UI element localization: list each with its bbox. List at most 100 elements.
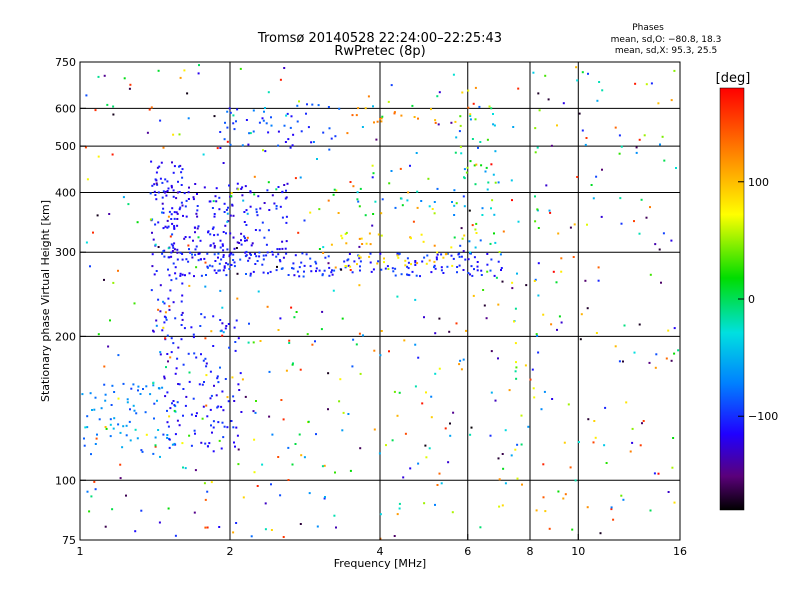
data-point [597, 266, 600, 269]
data-point [529, 378, 532, 381]
data-point [108, 213, 111, 215]
data-point [170, 186, 173, 189]
data-point [520, 414, 523, 417]
data-point [489, 269, 492, 272]
data-point [145, 385, 148, 388]
data-point [188, 371, 191, 374]
data-point [245, 224, 248, 226]
x-tick-label: 2 [227, 545, 234, 558]
data-point [327, 106, 330, 108]
data-point [196, 193, 198, 195]
data-point [500, 269, 502, 271]
data-point [301, 252, 304, 255]
data-point [228, 184, 230, 187]
data-point [311, 103, 314, 106]
data-point [171, 443, 174, 446]
data-point [184, 236, 187, 238]
data-point [486, 253, 489, 255]
data-point [271, 433, 274, 436]
data-point [194, 231, 196, 234]
data-point [256, 485, 259, 487]
data-point [259, 207, 262, 210]
data-point [373, 121, 375, 124]
data-point [230, 420, 233, 422]
data-point [198, 64, 200, 67]
data-point [359, 265, 361, 268]
data-point [335, 526, 337, 529]
data-point [267, 131, 270, 134]
data-point [275, 207, 278, 210]
data-point [215, 200, 218, 203]
data-point [184, 205, 187, 208]
data-point [277, 186, 280, 188]
data-point [145, 433, 148, 436]
data-point [166, 421, 169, 424]
data-point [94, 488, 97, 491]
data-point [240, 232, 243, 235]
data-point [219, 366, 221, 369]
data-point [167, 225, 170, 228]
data-point [380, 330, 383, 332]
data-point [672, 437, 675, 439]
data-point [267, 229, 270, 232]
data-point [197, 72, 200, 75]
data-point [109, 319, 111, 322]
data-point [537, 262, 540, 265]
data-point [218, 262, 221, 265]
data-point [163, 321, 166, 324]
data-point [180, 201, 183, 204]
data-point [261, 221, 264, 224]
data-point [643, 134, 646, 137]
data-point [144, 411, 147, 414]
data-point [258, 251, 261, 254]
data-point [333, 269, 336, 272]
data-point [220, 258, 223, 261]
data-point [278, 259, 281, 261]
data-point [227, 323, 230, 325]
data-point [170, 184, 173, 187]
data-point [163, 191, 166, 194]
data-point [542, 313, 545, 316]
data-point [421, 260, 424, 263]
data-point [402, 476, 405, 479]
data-point [227, 206, 229, 209]
data-point [592, 441, 595, 444]
data-point [433, 201, 436, 203]
data-point [90, 495, 93, 498]
data-point [463, 177, 466, 180]
data-point [460, 255, 463, 258]
data-point [210, 394, 213, 397]
data-point [185, 215, 188, 218]
data-point [575, 66, 578, 69]
data-point [359, 447, 362, 450]
data-point [410, 263, 412, 266]
data-point [328, 127, 331, 130]
data-point [176, 224, 179, 227]
data-point [414, 264, 417, 266]
data-point [479, 239, 482, 242]
data-point [365, 242, 368, 245]
data-point [210, 330, 213, 333]
data-point [182, 414, 184, 417]
data-point [454, 151, 457, 154]
data-point [469, 115, 472, 117]
data-point [600, 215, 603, 218]
data-point [290, 115, 293, 118]
data-point [245, 273, 247, 275]
data-point [122, 196, 125, 199]
data-point [497, 457, 500, 460]
data-point [321, 274, 324, 277]
data-point [167, 360, 169, 363]
data-point [289, 126, 292, 129]
data-point [252, 109, 255, 112]
data-point [227, 400, 230, 403]
data-point [154, 445, 157, 448]
data-point [154, 436, 157, 439]
data-point [497, 357, 499, 360]
data-point [292, 262, 295, 265]
data-point [174, 433, 177, 436]
data-point [164, 311, 167, 314]
data-point [209, 244, 212, 247]
data-point [236, 182, 239, 185]
data-point [155, 171, 158, 174]
